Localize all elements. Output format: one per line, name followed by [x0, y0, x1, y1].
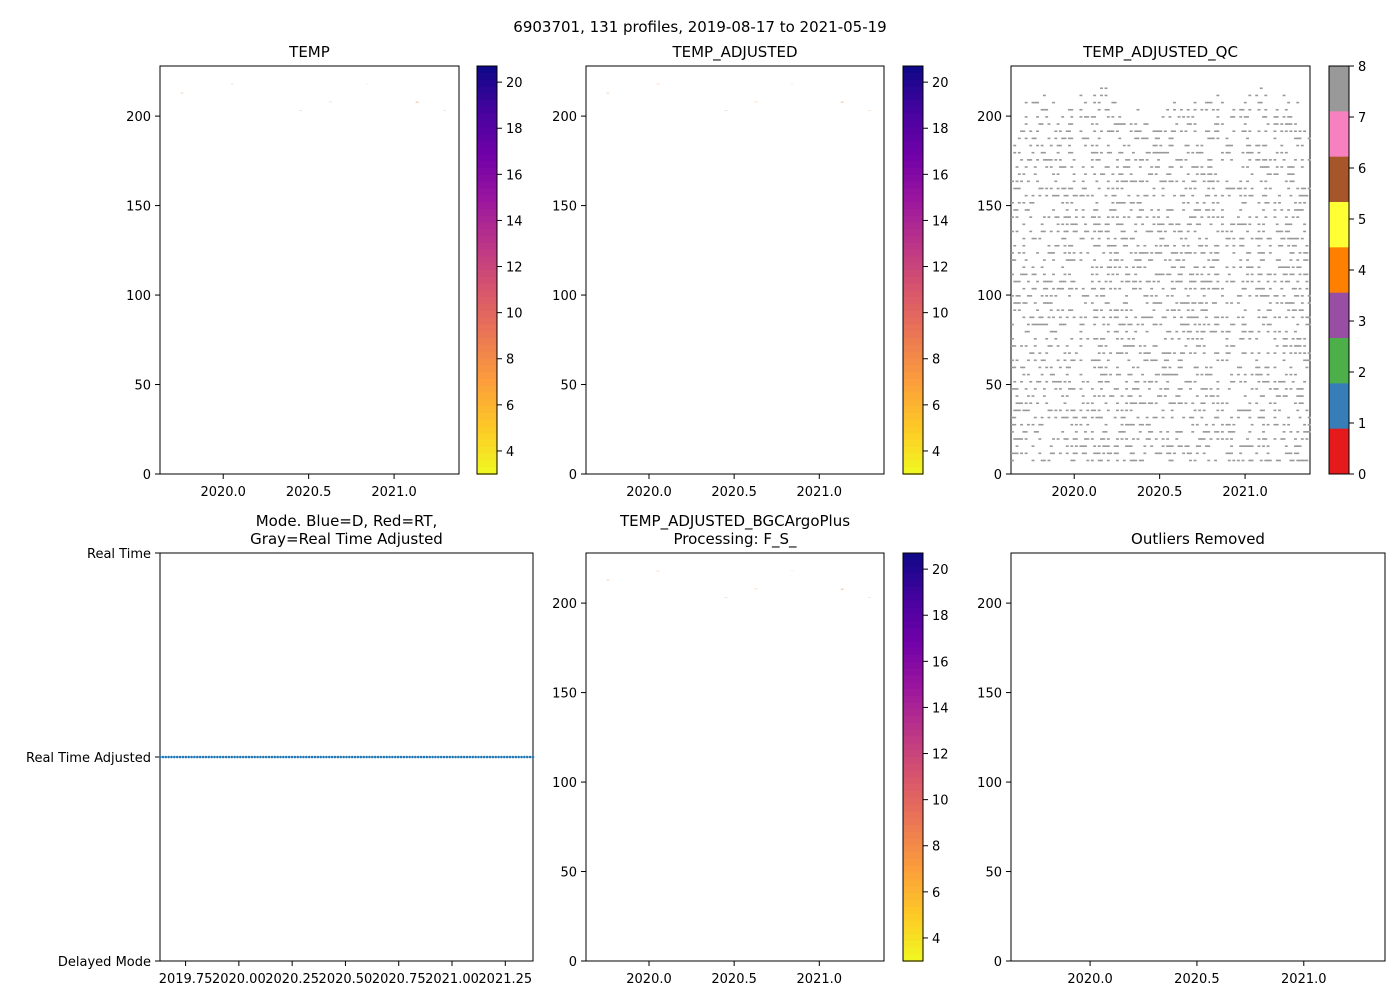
- temp-xtick-label: 2021.0: [371, 485, 417, 500]
- temp-panel: 2020.0 2020.5 2021.00501001502004681012141…: [126, 65, 523, 500]
- temp-ytick-label: 0: [143, 468, 151, 483]
- temp-ytick-label: 150: [126, 200, 151, 215]
- temp-frame: [159, 65, 460, 475]
- temp-xtick-label: 2020.0: [200, 485, 246, 500]
- temp-cell: [415, 101, 419, 103]
- temp-ytick-label: 200: [126, 110, 151, 125]
- figure-suptitle: 6903701, 131 profiles, 2019-08-17 to 202…: [513, 18, 886, 36]
- temp-cells: [180, 83, 446, 112]
- temp-ytick-label: 50: [134, 379, 151, 394]
- temp-ytick-label: 100: [126, 289, 151, 304]
- temp-xtick-label: 2020.5: [286, 485, 332, 500]
